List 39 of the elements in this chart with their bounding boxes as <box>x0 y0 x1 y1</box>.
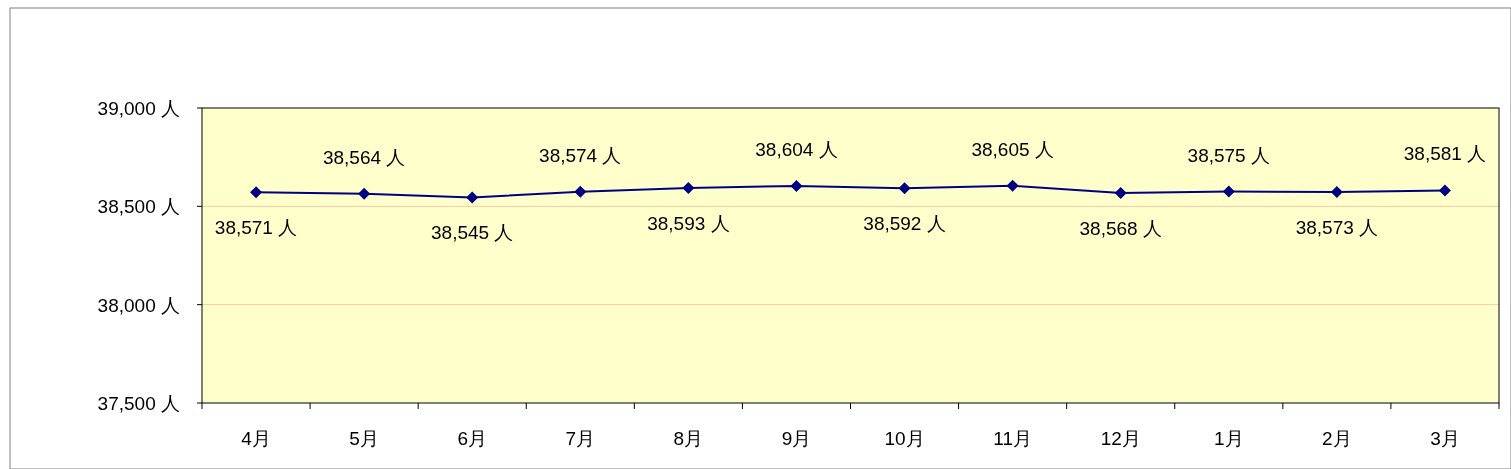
y-tick-label: 38,000 人 <box>97 294 180 316</box>
x-tick-label: 5月 <box>349 428 379 449</box>
data-label: 38,568 人 <box>1079 217 1162 239</box>
data-label: 38,574 人 <box>539 144 622 166</box>
point <box>250 186 263 199</box>
data-label: 38,581 人 <box>1403 143 1487 165</box>
point <box>1114 186 1127 199</box>
x-tick-label: 4月 <box>241 428 271 449</box>
data-label: 38,564 人 <box>322 146 406 168</box>
point <box>574 185 587 198</box>
data-label: 38,573 人 <box>1295 216 1379 238</box>
x-tick-label: 11月 <box>993 428 1032 449</box>
x-tick-label: 1月 <box>1214 428 1244 449</box>
y-tick-label: 37,500 人 <box>97 393 180 414</box>
point <box>466 191 479 204</box>
y-tick-label: 38,500 人 <box>97 196 180 218</box>
point <box>358 187 371 200</box>
x-tick-label: 3月 <box>1430 428 1460 449</box>
data-label: 38,545 人 <box>431 222 514 244</box>
x-tick-label: 6月 <box>457 428 487 449</box>
data-label: 38,592 人 <box>863 213 946 235</box>
data-label: 38,605 人 <box>971 138 1054 160</box>
y-tick-label: 39,000 人 <box>97 98 180 119</box>
data-label: 38,571 人 <box>214 217 298 239</box>
x-tick-label: 2月 <box>1322 428 1352 449</box>
point <box>682 182 695 195</box>
data-label: 38,593 人 <box>647 213 730 235</box>
point <box>1006 179 1019 192</box>
point <box>898 182 911 195</box>
x-tick-label: 12月 <box>1100 428 1141 449</box>
x-tick-label: 9月 <box>781 428 812 449</box>
data-label: 38,604 人 <box>755 138 838 160</box>
data-label: 38,575 人 <box>1187 144 1270 166</box>
x-tick-label: 8月 <box>673 428 704 449</box>
x-tick-label: 7月 <box>565 428 596 449</box>
point <box>1222 185 1235 198</box>
point <box>790 179 803 192</box>
point <box>1438 184 1451 197</box>
x-tick-label: 10月 <box>884 428 925 449</box>
